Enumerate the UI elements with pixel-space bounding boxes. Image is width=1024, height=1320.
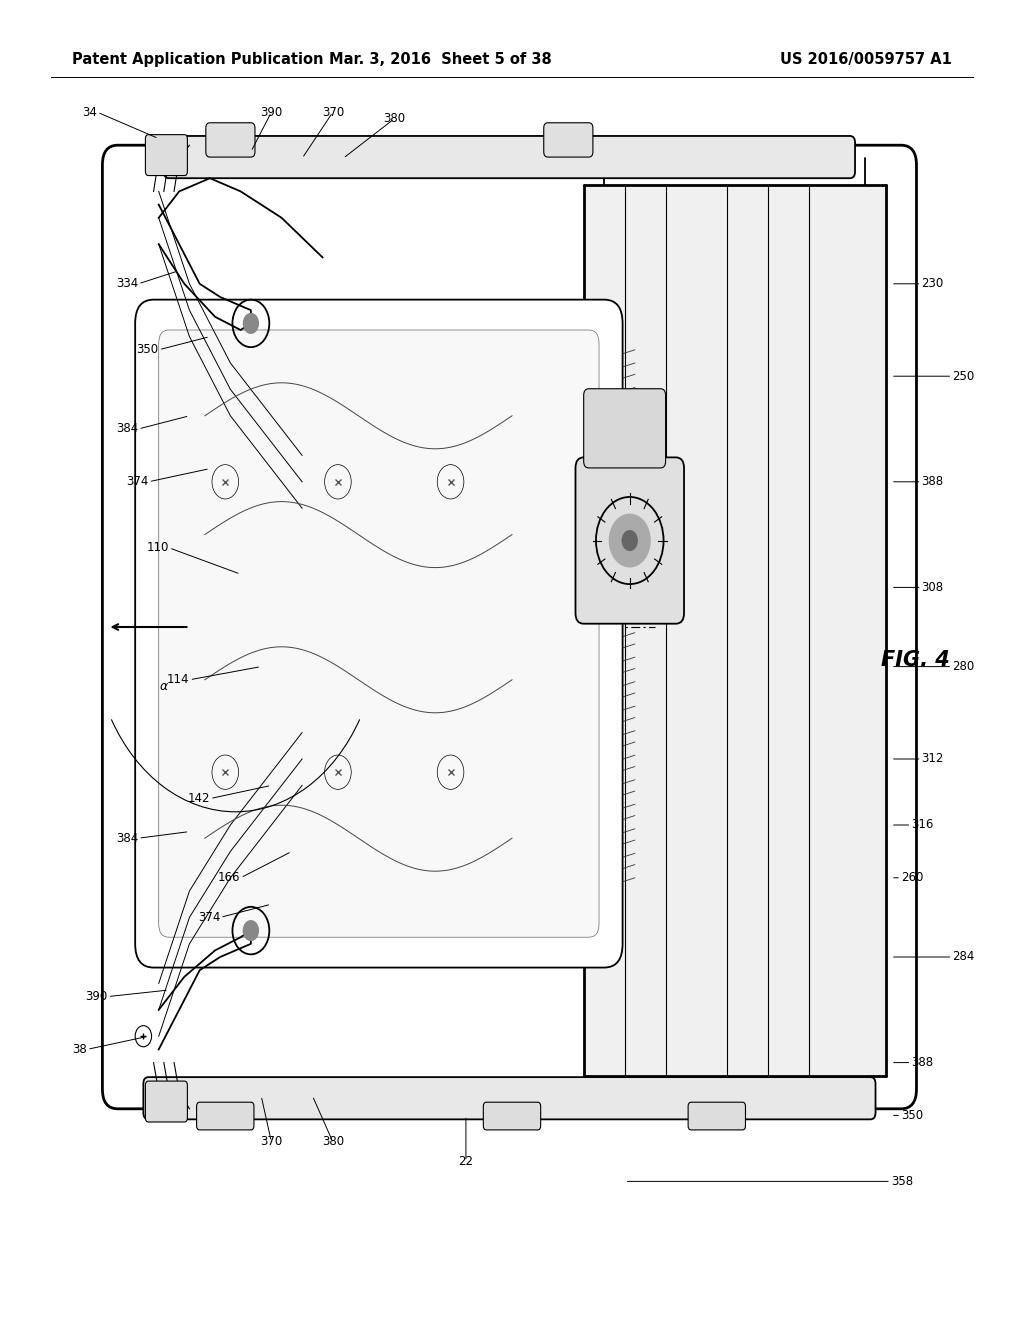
Text: 390: 390 xyxy=(260,106,283,119)
Text: 316: 316 xyxy=(911,818,934,832)
FancyBboxPatch shape xyxy=(197,1102,254,1130)
FancyBboxPatch shape xyxy=(164,136,855,178)
Text: 370: 370 xyxy=(260,1135,283,1148)
Text: 392: 392 xyxy=(195,581,217,594)
Text: 260: 260 xyxy=(901,871,924,884)
Text: 370: 370 xyxy=(322,106,344,119)
FancyBboxPatch shape xyxy=(159,330,599,937)
FancyBboxPatch shape xyxy=(584,388,666,467)
FancyBboxPatch shape xyxy=(575,458,684,624)
Circle shape xyxy=(243,920,259,941)
Text: Patent Application Publication: Patent Application Publication xyxy=(72,51,324,67)
Bar xyxy=(584,185,886,1076)
Text: 384: 384 xyxy=(116,832,138,845)
FancyBboxPatch shape xyxy=(145,1081,187,1122)
Text: Mar. 3, 2016  Sheet 5 of 38: Mar. 3, 2016 Sheet 5 of 38 xyxy=(329,51,552,67)
Text: 284: 284 xyxy=(952,950,975,964)
Text: 230: 230 xyxy=(922,277,944,290)
Text: 280: 280 xyxy=(952,660,975,673)
Text: 380: 380 xyxy=(383,112,406,125)
FancyBboxPatch shape xyxy=(135,300,623,968)
FancyBboxPatch shape xyxy=(688,1102,745,1130)
Text: $\alpha$: $\alpha$ xyxy=(159,680,169,693)
Text: 390: 390 xyxy=(85,990,108,1003)
Text: 308: 308 xyxy=(922,581,944,594)
FancyBboxPatch shape xyxy=(102,145,916,1109)
Text: 38: 38 xyxy=(73,1043,87,1056)
FancyBboxPatch shape xyxy=(206,123,255,157)
Text: 380: 380 xyxy=(322,1135,344,1148)
FancyBboxPatch shape xyxy=(483,1102,541,1130)
Text: 374: 374 xyxy=(126,475,148,488)
Text: 114: 114 xyxy=(167,673,189,686)
Text: 250: 250 xyxy=(952,370,975,383)
Text: 110: 110 xyxy=(146,541,169,554)
Text: 350: 350 xyxy=(136,343,159,356)
Circle shape xyxy=(622,529,638,552)
FancyBboxPatch shape xyxy=(544,123,593,157)
Text: 34: 34 xyxy=(82,106,97,119)
Text: 334: 334 xyxy=(116,277,138,290)
Text: 358: 358 xyxy=(891,1175,913,1188)
Text: 384: 384 xyxy=(116,422,138,436)
Circle shape xyxy=(609,513,650,568)
Text: 374: 374 xyxy=(198,911,220,924)
FancyBboxPatch shape xyxy=(145,135,187,176)
Text: 166: 166 xyxy=(218,871,241,884)
Circle shape xyxy=(243,313,259,334)
Text: 22: 22 xyxy=(459,1155,473,1168)
Text: 388: 388 xyxy=(911,1056,934,1069)
Text: US 2016/0059757 A1: US 2016/0059757 A1 xyxy=(780,51,952,67)
Text: 388: 388 xyxy=(922,475,944,488)
FancyBboxPatch shape xyxy=(143,1077,876,1119)
Text: 142: 142 xyxy=(187,792,210,805)
Text: FIG. 4: FIG. 4 xyxy=(881,649,949,671)
Text: 350: 350 xyxy=(901,1109,924,1122)
Text: 312: 312 xyxy=(922,752,944,766)
